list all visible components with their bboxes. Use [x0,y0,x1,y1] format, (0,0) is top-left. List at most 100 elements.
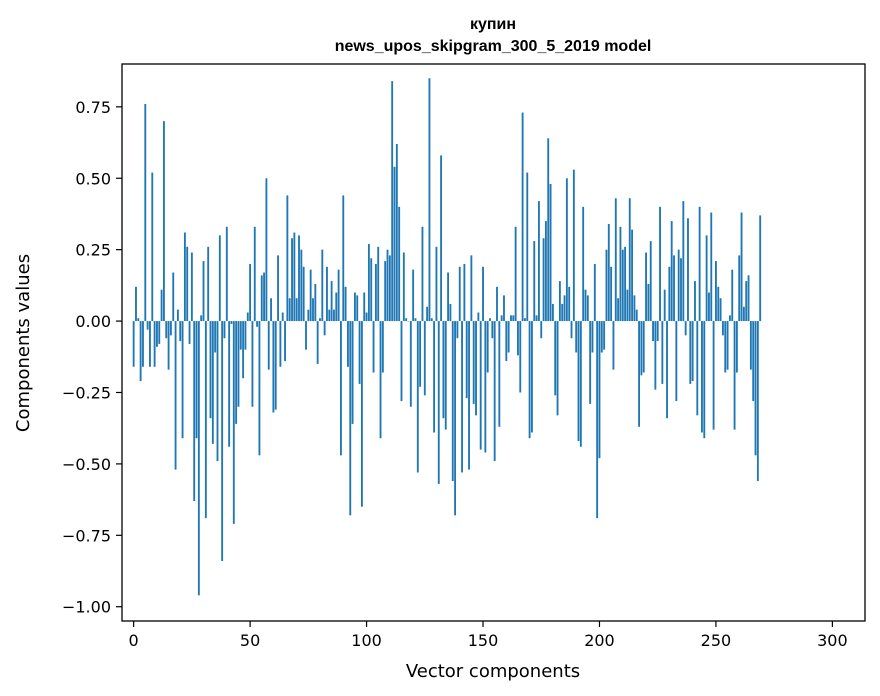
y-tick-label: −0.50 [62,455,111,474]
bar [663,289,666,322]
bar [181,321,184,439]
bar [542,238,545,322]
bar [512,315,515,322]
bar [428,78,431,322]
bar [381,321,384,373]
bar [754,321,757,456]
bar [475,321,477,416]
bar [656,321,659,342]
bar [635,309,638,322]
bar [691,321,694,382]
bar [493,321,496,462]
bar [405,318,408,322]
bar [565,178,568,322]
bar [463,263,466,322]
bar [694,281,696,322]
bar [232,321,235,524]
bar [388,255,391,322]
bar [652,321,654,342]
bar [631,229,634,322]
bar [265,178,268,322]
bar [367,243,370,322]
bar [638,321,640,427]
bar [600,321,603,353]
bar [312,298,314,322]
bar [649,241,652,322]
bar [482,266,484,322]
bar [151,172,154,322]
bar [444,321,447,430]
bar [149,321,151,367]
x-axis-ticks: 0 50 100 150 200 250 300 [129,621,848,650]
bar [749,321,752,370]
bar [540,321,543,339]
bar [531,321,533,433]
bar [347,321,349,367]
bar [593,263,596,322]
x-tick-label: 250 [701,631,732,650]
bar [218,235,221,322]
bar [544,221,547,322]
bar [724,321,727,373]
bar [742,306,745,322]
bar [659,206,661,322]
bar [162,121,165,322]
bar [244,321,247,350]
bar [472,321,475,404]
bar [503,295,505,322]
bar [158,321,161,344]
bar [735,321,738,373]
bar [342,195,345,322]
bar [363,292,366,322]
y-tick-label: 0.25 [75,241,111,260]
bar [379,321,382,439]
bar [237,321,240,407]
bar [426,306,429,322]
bar [358,321,361,384]
bar [272,321,275,413]
bar [484,321,487,453]
bar [421,226,424,322]
bar [249,263,252,322]
bar [228,321,231,447]
bar [384,261,387,322]
bar [179,321,182,342]
bar [458,266,461,322]
bar [295,298,298,322]
bar [260,275,263,322]
bar [626,289,629,322]
bar [673,255,675,322]
bar [291,238,293,322]
x-tick-label: 50 [240,631,260,650]
bar [579,321,582,447]
bar [300,249,303,322]
bar [456,321,459,339]
bar [612,321,615,370]
bar [197,321,200,596]
bar [558,281,561,322]
bar [351,321,354,424]
chart-title: купин [470,16,516,33]
bar [589,321,592,404]
bar [169,321,172,336]
bar [614,198,617,322]
bar [370,258,373,322]
bar [423,321,426,396]
bar [682,201,685,322]
bar [642,321,645,373]
bar [277,255,279,322]
bar [225,226,228,322]
bar [607,223,610,322]
bar [712,321,715,430]
bar [670,221,673,322]
bar [326,266,328,322]
plot-frame [121,63,866,622]
bar [721,321,724,336]
y-axis-label: Components values [13,254,34,432]
bar [570,321,573,339]
x-tick-label: 300 [817,631,848,650]
bar [195,321,198,439]
bar [572,169,575,322]
bar [591,321,594,353]
bar [214,321,217,353]
